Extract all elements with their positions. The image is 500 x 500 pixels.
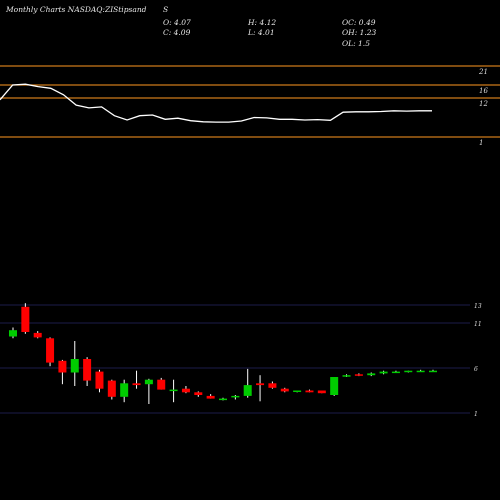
close-value: C: 4.09 [163,28,191,37]
candle-body [33,332,42,338]
ol-value: OL: 1.5 [342,39,370,48]
candle-body [132,383,141,386]
indicator-tick-label: 1 [479,139,483,147]
candle-body [21,306,30,332]
candle-body [194,392,203,395]
price-tick-label: 1 [474,411,478,418]
candle-body [243,385,252,396]
candle-body [46,338,55,363]
candle-body [317,390,326,394]
oc-value: OC: 0.49 [342,18,376,27]
candle-body [280,388,289,392]
candle-body [206,395,215,399]
candle-body [83,359,92,381]
header-symbol: S [163,5,169,14]
candle-body [9,330,17,337]
price-tick-label: 13 [474,303,482,310]
open-value: O: 4.07 [163,18,191,27]
candle-body [58,360,67,373]
candle-body [354,374,363,376]
indicator-tick-label: 21 [478,68,488,76]
candle-body [231,395,240,398]
high-value: H: 4.12 [248,18,277,27]
candle-body [330,377,339,395]
indicator-tick-label: 12 [479,100,488,108]
candle-body [391,371,400,374]
candle-body [157,379,166,390]
candle-body [342,375,351,377]
candle-body [293,390,302,392]
candle-body [95,371,104,389]
candle-body [169,389,178,392]
indicator-series-line [0,83,432,123]
candle-body [120,383,129,397]
oh-value: OH: 1.23 [342,28,377,37]
chart-title: Monthly Charts NASDAQ:ZIStipsand [6,5,147,14]
candle-body [144,379,153,385]
candle-body [181,388,190,393]
candle-body [107,380,116,397]
candle-body [70,359,79,373]
candle-body [379,371,388,374]
price-tick-label: 11 [474,321,482,328]
candle-body [268,383,277,388]
candle-body [404,370,413,373]
candle-body [256,383,265,386]
candle-body [416,370,425,373]
indicator-tick-label: 16 [479,87,488,95]
candle-body [219,398,227,401]
low-value: L: 4.01 [248,28,275,37]
candle-body [367,373,376,376]
candle-body [305,390,314,393]
candle-body [429,370,437,373]
price-tick-label: 6 [474,366,478,373]
